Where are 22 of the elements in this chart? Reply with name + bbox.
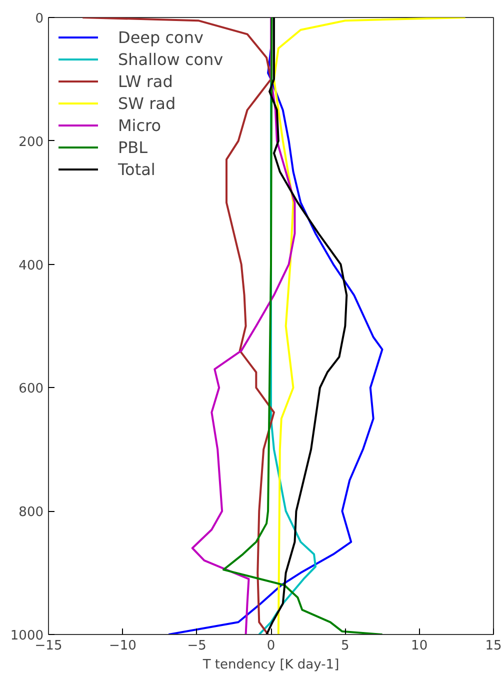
legend-label: Micro: [118, 116, 162, 134]
x-tick-label: 0: [266, 638, 276, 654]
y-tick-label: 800: [18, 505, 44, 520]
y-tick-label: 0: [35, 12, 44, 26]
y-tick-label: 400: [18, 258, 44, 274]
y-tick-label: 600: [18, 382, 44, 397]
line-series: [82, 18, 275, 634]
x-tick-label: 5: [341, 638, 350, 654]
x-tick-label: −5: [187, 638, 206, 654]
legend-label: Deep conv: [118, 28, 204, 46]
legend-label: PBL: [118, 138, 148, 156]
line-series: [272, 18, 466, 634]
x-tick-label: 15: [485, 638, 502, 654]
x-tick-label: 10: [411, 638, 428, 654]
legend-label: Total: [118, 160, 156, 178]
legend-label: LW rad: [118, 72, 173, 90]
line-series: [222, 18, 384, 634]
y-tick-label: 200: [18, 134, 44, 150]
legend-label: Shallow conv: [118, 50, 224, 68]
legend-label: SW rad: [118, 94, 176, 112]
x-tick-label: −10: [108, 638, 136, 654]
x-axis-title: T tendency [K day-1]: [202, 658, 340, 672]
